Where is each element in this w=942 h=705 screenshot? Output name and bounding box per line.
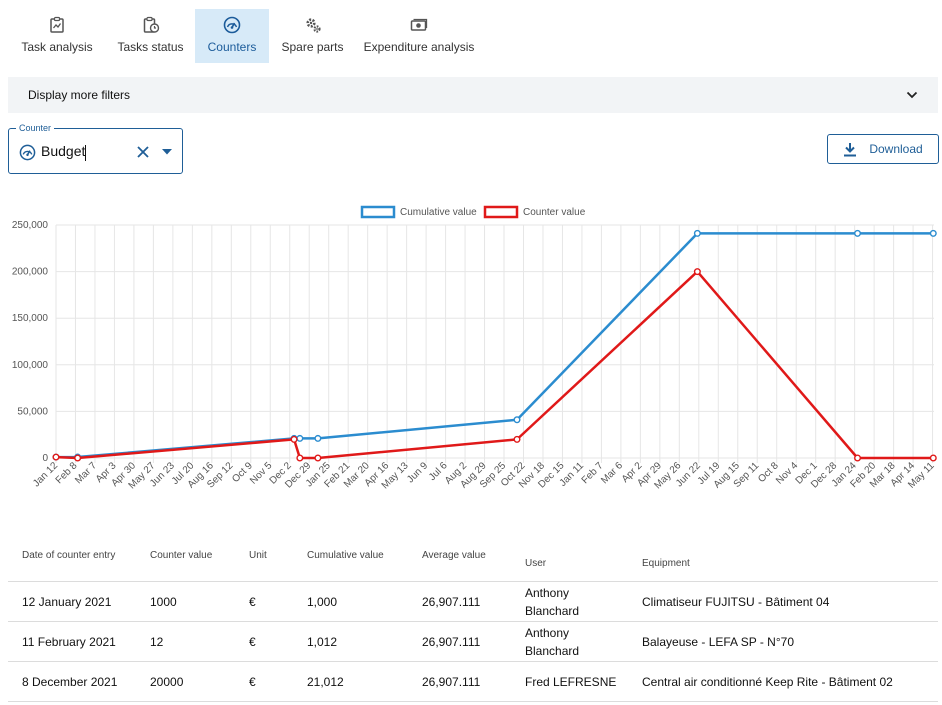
tab-tasks-status[interactable]: Tasks status (106, 9, 195, 63)
table-row[interactable]: 8 December 2021 20000 € 21,012 26,907.11… (8, 662, 938, 702)
x-tick-label: Mar 7 (73, 460, 99, 486)
tab-label: Counters (207, 40, 257, 54)
cell-user: Fred LEFRESNE (525, 675, 617, 689)
cell-cumulative: 1,012 (307, 635, 338, 649)
x-tick-label: Mar 6 (599, 460, 625, 486)
money-icon (410, 18, 428, 31)
counter-line-chart: 0 50,000 100,000 150,000 200,000 250,000 Jan … (12, 205, 937, 491)
cell-date: 12 January 2021 (22, 595, 112, 609)
clipboard-chart-icon (50, 16, 64, 33)
data-point (929, 229, 937, 237)
data-point (296, 454, 304, 462)
cell-unit: € (249, 635, 256, 649)
y-tick-label: 0 (42, 453, 48, 464)
tab-spare-parts[interactable]: Spare parts (269, 9, 356, 63)
data-point (929, 454, 937, 462)
tab-label: Expenditure analysis (363, 40, 475, 54)
header-date[interactable]: Date of counter entry (22, 550, 116, 561)
header-user[interactable]: User (525, 558, 547, 569)
filters-label: Display more filters (28, 88, 131, 102)
data-point (314, 454, 322, 462)
tab-task-analysis[interactable]: Task analysis (8, 9, 106, 63)
cell-unit: € (249, 675, 256, 689)
y-tick-label: 100,000 (12, 360, 49, 371)
analysis-tabs: Task analysis Tasks status Counters Spar… (8, 9, 482, 63)
gauge-icon (19, 144, 36, 160)
tab-label: Task analysis (21, 40, 93, 54)
data-point (513, 416, 521, 424)
data-point (513, 435, 521, 443)
x-tick-label: Jan 12 (31, 460, 60, 489)
data-point (296, 434, 304, 442)
y-tick-label: 250,000 (12, 220, 49, 231)
data-point (52, 453, 60, 461)
y-tick-label: 200,000 (12, 267, 49, 278)
data-point (74, 454, 82, 462)
legend-swatch (483, 205, 519, 219)
cell-average: 26,907.111 (422, 595, 481, 609)
cell-counter-value: 1000 (150, 595, 177, 609)
cell-date: 8 December 2021 (22, 675, 118, 689)
cell-cumulative: 21,012 (307, 675, 344, 689)
cell-average: 26,907.111 (422, 675, 481, 689)
legend-label: Counter value (523, 207, 586, 218)
table-row[interactable]: 12 January 2021 1000 € 1,000 26,907.111 … (8, 582, 938, 622)
chevron-down-icon (906, 91, 918, 99)
data-point (854, 454, 862, 462)
tab-expenditure-analysis[interactable]: Expenditure analysis (356, 9, 482, 63)
header-cumulative[interactable]: Cumulative value (307, 550, 384, 561)
y-tick-label: 150,000 (12, 313, 49, 324)
x-tick-label: Jun 9 (405, 460, 430, 485)
more-filters-toggle[interactable]: Display more filters (8, 77, 938, 113)
tab-label: Tasks status (117, 40, 184, 54)
counter-select-label: Counter (16, 123, 55, 133)
header-unit[interactable]: Unit (249, 550, 267, 561)
legend-label: Cumulative value (400, 207, 477, 218)
series-line-0 (55, 232, 934, 459)
data-point (693, 229, 701, 237)
cell-date: 11 February 2021 (22, 635, 116, 649)
tab-label: Spare parts (281, 40, 344, 54)
tab-counters[interactable]: Counters (195, 9, 269, 63)
chart-legend[interactable]: Cumulative value Counter value (360, 205, 586, 219)
cell-counter-value: 12 (150, 635, 164, 649)
counter-select[interactable]: Counter Budget (8, 123, 183, 174)
download-icon (844, 142, 857, 156)
y-tick-label: 50,000 (17, 406, 48, 417)
data-point (854, 229, 862, 237)
gauge-icon (223, 16, 241, 34)
cell-counter-value: 20000 (150, 675, 184, 689)
cell-cumulative: 1,000 (307, 595, 338, 609)
chart-series (52, 229, 937, 462)
table-header: Date of counter entry Counter value Unit… (8, 542, 938, 582)
gears-icon (305, 18, 321, 33)
header-equipment[interactable]: Equipment (642, 558, 690, 569)
cell-equipment: Balayeuse - LEFA SP - N°70 (642, 635, 794, 649)
data-point (290, 435, 298, 443)
download-button[interactable]: Download (827, 134, 939, 164)
cell-equipment: Central air conditionné Keep Rite - Bâti… (642, 675, 893, 689)
download-label: Download (869, 142, 923, 156)
cell-average: 26,907.111 (422, 635, 481, 649)
counter-select-value[interactable]: Budget (41, 143, 86, 160)
header-average[interactable]: Average value (422, 550, 486, 561)
text-cursor (85, 144, 87, 161)
cell-user: Anthony Blanchard (525, 586, 580, 618)
clipboard-clock-icon (143, 16, 159, 33)
dropdown-arrow-icon[interactable] (162, 149, 172, 155)
chart-grid (55, 224, 934, 463)
legend-swatch (360, 205, 396, 219)
cell-equipment: Climatiseur FUJITSU - Bâtiment 04 (642, 595, 830, 609)
cell-user: Anthony Blanchard (525, 626, 580, 658)
y-axis: 0 50,000 100,000 150,000 200,000 250,000 (12, 220, 49, 464)
header-counter-value[interactable]: Counter value (150, 550, 213, 561)
clear-icon[interactable] (136, 145, 150, 159)
data-point (314, 434, 322, 442)
data-point (693, 268, 701, 276)
cell-unit: € (249, 595, 256, 609)
counter-entries-table: Date of counter entry Counter value Unit… (8, 542, 938, 702)
table-row[interactable]: 11 February 2021 12 € 1,012 26,907.111 A… (8, 622, 938, 662)
